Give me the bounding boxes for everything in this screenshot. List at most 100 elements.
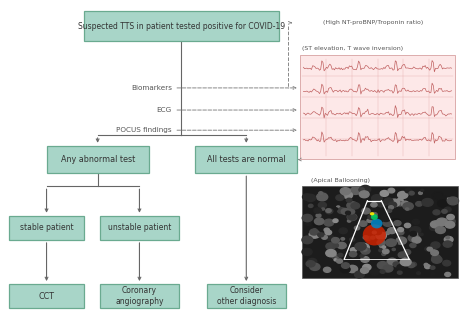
Circle shape: [337, 208, 346, 213]
Circle shape: [398, 252, 407, 258]
Circle shape: [436, 226, 446, 233]
Circle shape: [410, 227, 421, 234]
Circle shape: [332, 255, 338, 259]
Circle shape: [314, 218, 324, 225]
Circle shape: [386, 239, 396, 246]
Circle shape: [319, 192, 327, 198]
Circle shape: [412, 237, 421, 243]
Circle shape: [431, 242, 440, 248]
Circle shape: [326, 208, 333, 214]
Circle shape: [367, 219, 372, 222]
Text: (ST elevation, T wave inversion): (ST elevation, T wave inversion): [302, 46, 403, 51]
FancyBboxPatch shape: [195, 146, 297, 173]
Circle shape: [388, 204, 393, 208]
Circle shape: [347, 214, 357, 220]
Text: Consider
other diagnosis: Consider other diagnosis: [217, 287, 276, 306]
Circle shape: [389, 206, 393, 209]
Circle shape: [419, 233, 423, 236]
Circle shape: [359, 188, 365, 192]
Circle shape: [380, 245, 383, 248]
Circle shape: [371, 203, 377, 207]
Circle shape: [405, 188, 411, 193]
Text: ECG: ECG: [157, 107, 172, 113]
Circle shape: [403, 203, 413, 210]
Circle shape: [355, 243, 366, 250]
Circle shape: [337, 242, 346, 249]
Ellipse shape: [371, 214, 378, 220]
Circle shape: [371, 236, 375, 239]
Circle shape: [316, 214, 321, 217]
FancyBboxPatch shape: [100, 215, 179, 240]
Circle shape: [447, 198, 450, 201]
Circle shape: [443, 260, 451, 266]
Circle shape: [433, 192, 443, 199]
FancyBboxPatch shape: [302, 186, 458, 278]
Circle shape: [388, 188, 395, 193]
FancyBboxPatch shape: [9, 215, 84, 240]
Circle shape: [342, 263, 349, 268]
Circle shape: [385, 232, 390, 235]
Circle shape: [341, 208, 350, 214]
Text: Any abnormal test: Any abnormal test: [61, 155, 135, 164]
Circle shape: [413, 233, 418, 236]
Circle shape: [377, 262, 388, 269]
Circle shape: [433, 210, 440, 215]
Circle shape: [392, 248, 395, 251]
Circle shape: [382, 253, 385, 255]
Circle shape: [335, 255, 339, 258]
Circle shape: [445, 272, 451, 277]
Circle shape: [319, 192, 323, 195]
Circle shape: [445, 218, 455, 225]
Circle shape: [377, 201, 385, 207]
Circle shape: [430, 249, 435, 253]
Circle shape: [361, 257, 369, 262]
Circle shape: [343, 192, 353, 199]
Circle shape: [383, 202, 388, 205]
Circle shape: [430, 221, 440, 228]
Circle shape: [327, 235, 334, 241]
Circle shape: [392, 219, 400, 224]
Circle shape: [359, 221, 367, 226]
Circle shape: [361, 248, 370, 254]
Circle shape: [339, 228, 347, 234]
Circle shape: [438, 200, 448, 207]
Circle shape: [377, 240, 385, 245]
Text: unstable patient: unstable patient: [108, 223, 171, 232]
Circle shape: [350, 187, 361, 195]
Circle shape: [432, 256, 442, 263]
Ellipse shape: [371, 219, 383, 228]
Circle shape: [387, 209, 392, 212]
Circle shape: [372, 195, 382, 202]
Circle shape: [365, 236, 371, 240]
Circle shape: [336, 195, 344, 201]
Text: CCT: CCT: [38, 291, 55, 301]
Circle shape: [348, 214, 356, 220]
Circle shape: [360, 254, 364, 257]
Circle shape: [363, 264, 371, 270]
Circle shape: [322, 235, 328, 239]
Circle shape: [445, 221, 455, 228]
Circle shape: [326, 243, 336, 250]
FancyBboxPatch shape: [9, 284, 84, 308]
Circle shape: [358, 245, 362, 248]
Circle shape: [338, 253, 343, 257]
Circle shape: [398, 192, 408, 199]
Circle shape: [348, 209, 355, 214]
Circle shape: [310, 229, 318, 235]
Circle shape: [397, 202, 403, 206]
Circle shape: [334, 259, 337, 261]
Circle shape: [370, 269, 379, 275]
Circle shape: [362, 208, 370, 214]
Circle shape: [346, 198, 352, 202]
Circle shape: [334, 208, 337, 210]
Circle shape: [447, 214, 454, 220]
Circle shape: [441, 199, 448, 204]
Circle shape: [410, 231, 417, 236]
Circle shape: [340, 188, 350, 195]
Text: Coronary
angiography: Coronary angiography: [115, 287, 164, 306]
Text: All tests are normal: All tests are normal: [207, 155, 286, 164]
Circle shape: [425, 247, 430, 251]
Circle shape: [302, 194, 311, 200]
Ellipse shape: [363, 224, 386, 245]
Circle shape: [313, 221, 321, 227]
